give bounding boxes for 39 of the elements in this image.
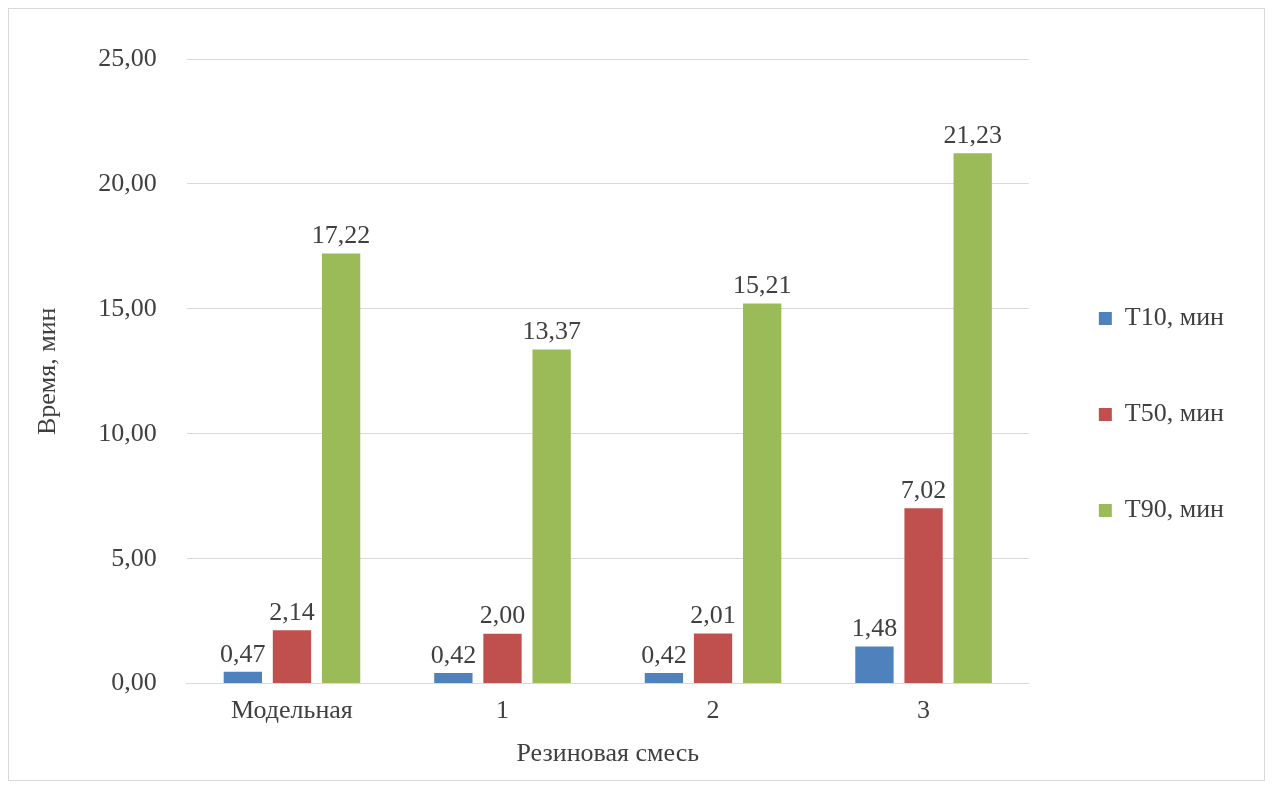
legend-label: T50, мин [1124,398,1225,428]
y-tick-label: 5,00 [111,542,157,572]
bar [904,508,943,684]
x-tick-label: 1 [496,695,509,725]
bar [644,673,684,684]
bar [321,253,361,684]
bar [223,671,262,684]
bar [743,303,782,684]
y-tick-label: 20,00 [98,167,157,197]
data-label: 17,22 [311,220,371,250]
bar [953,153,992,684]
bar [693,633,733,684]
data-label: 2,00 [479,600,526,630]
data-label: 7,02 [900,475,947,505]
legend-label: T10, мин [1124,302,1225,332]
data-label: 2,01 [690,600,736,630]
y-tick-label: 25,00 [98,42,157,72]
data-label: 13,37 [522,316,581,346]
bar [272,630,312,684]
data-label: 0,47 [220,638,266,668]
bar [483,633,522,684]
x-tick-label: 2 [706,695,720,725]
data-label: 15,21 [732,270,792,300]
data-label: 21,23 [943,120,1002,150]
x-axis-title: Резиновая смесь [516,738,700,768]
y-tick-label: 0,00 [111,667,157,697]
data-label: 1,48 [851,613,898,643]
y-tick-label: 10,00 [98,417,157,447]
y-tick-label: 15,00 [98,292,157,322]
bar [434,673,473,684]
y-axis-title: Время, мин [32,307,62,436]
data-label: 2,14 [269,596,315,626]
data-label: 0,42 [430,639,477,669]
bar [855,646,894,684]
x-tick-label: 3 [917,695,931,725]
bar [532,349,571,684]
x-tick-label: Модельная [231,695,353,725]
legend-label: T90, мин [1124,494,1225,524]
data-label: 0,42 [641,639,687,669]
